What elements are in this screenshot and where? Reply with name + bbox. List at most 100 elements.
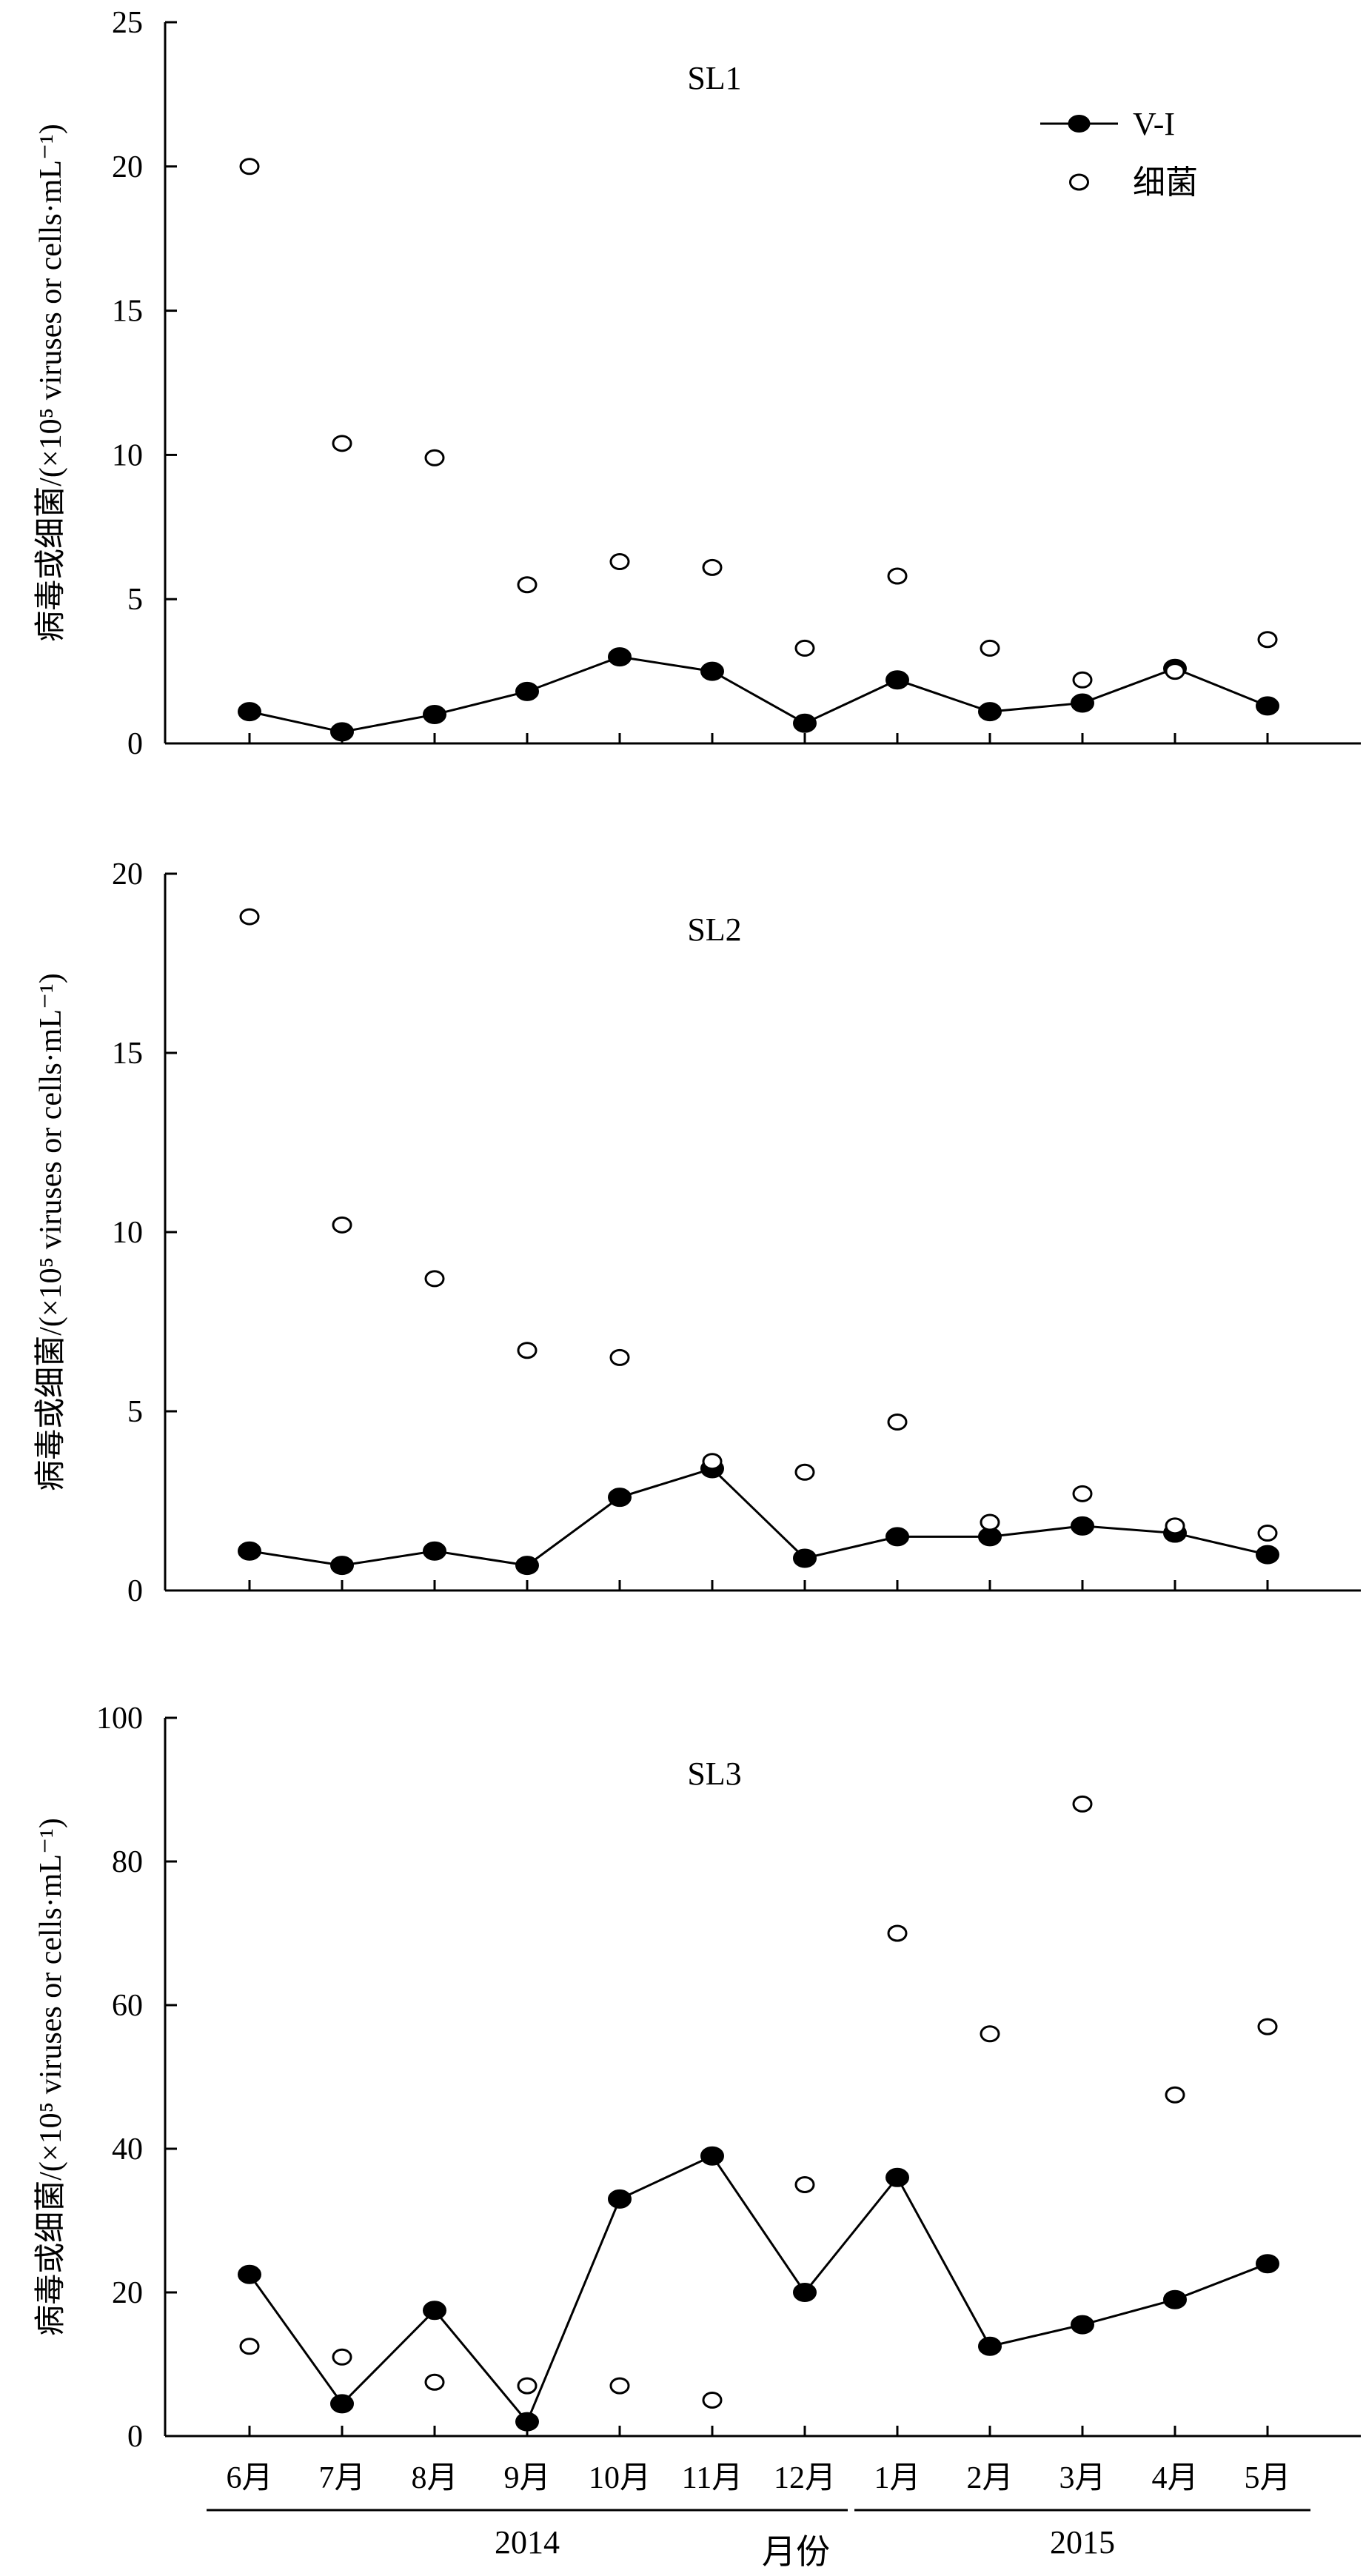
point-bacteria <box>702 2392 723 2409</box>
point-vi <box>700 661 724 681</box>
point-bacteria <box>794 1463 815 1481</box>
point-bacteria <box>332 2348 352 2366</box>
series-line-vi <box>248 2154 1268 2424</box>
point-bacteria <box>1165 1517 1185 1535</box>
y-axis-label: 病毒或细菌/(×10⁵ viruses or cells·mL⁻¹) <box>34 1818 68 2335</box>
point-bacteria <box>702 558 723 576</box>
point-vi <box>608 647 632 667</box>
point-vi <box>885 1527 909 1547</box>
y-axis-label: 病毒或细菌/(×10⁵ viruses or cells·mL⁻¹) <box>34 124 68 641</box>
x-category-label: 2月 <box>966 2461 1013 2495</box>
point-vi <box>978 2336 1002 2356</box>
y-tick-label: 5 <box>127 583 143 617</box>
y-tick-label: 80 <box>112 1845 143 1879</box>
point-vi <box>793 1548 817 1568</box>
x-category-label: 9月 <box>503 2461 550 2495</box>
y-tick-label: 10 <box>112 1216 143 1250</box>
y-tick-label: 20 <box>112 857 143 891</box>
x-category-label: 6月 <box>226 2461 272 2495</box>
point-vi <box>885 670 909 690</box>
point-bacteria <box>1165 663 1185 680</box>
point-bacteria <box>517 2377 538 2395</box>
legend-label-vi: V-I <box>1133 106 1175 142</box>
y-tick-label: 0 <box>127 1574 143 1608</box>
point-bacteria <box>887 567 908 585</box>
point-bacteria <box>424 449 445 466</box>
point-vi <box>330 2394 354 2414</box>
point-vi <box>238 1541 261 1561</box>
point-bacteria <box>332 1216 352 1234</box>
point-vi <box>793 713 817 733</box>
x-category-label: 5月 <box>1244 2461 1290 2495</box>
point-vi <box>885 2167 909 2187</box>
point-bacteria <box>239 2338 260 2355</box>
point-bacteria <box>609 2377 630 2395</box>
point-bacteria <box>239 158 260 175</box>
y-tick-label: 20 <box>112 2276 143 2310</box>
x-category-label: 10月 <box>589 2461 651 2495</box>
x-category-label: 3月 <box>1059 2461 1105 2495</box>
point-bacteria <box>794 639 815 657</box>
point-vi <box>515 2412 539 2432</box>
point-bacteria <box>517 1342 538 1359</box>
point-vi <box>515 1556 539 1576</box>
y-tick-label: 20 <box>112 150 143 184</box>
point-bacteria <box>702 1453 723 1471</box>
point-bacteria <box>980 2025 1000 2043</box>
y-tick-label: 0 <box>127 2420 143 2454</box>
point-bacteria <box>1257 631 1278 649</box>
year-label: 2014 <box>495 2524 560 2560</box>
y-tick-label: 5 <box>127 1395 143 1429</box>
point-vi <box>238 702 261 722</box>
point-vi <box>1071 1516 1094 1536</box>
year-label: 2015 <box>1050 2524 1115 2560</box>
point-bacteria <box>887 1924 908 1942</box>
point-vi <box>1256 696 1279 716</box>
point-bacteria <box>1072 1795 1093 1813</box>
x-axis-title: 月份 <box>762 2533 830 2571</box>
point-vi <box>238 2264 261 2284</box>
point-vi <box>1071 693 1094 713</box>
point-vi <box>330 722 354 742</box>
x-category-label: 8月 <box>411 2461 458 2495</box>
y-tick-label: 15 <box>112 295 143 329</box>
point-bacteria <box>517 576 538 594</box>
y-tick-label: 100 <box>96 1702 143 1736</box>
point-bacteria <box>424 2373 445 2391</box>
panel-title: SL3 <box>687 1756 741 1792</box>
point-bacteria <box>980 639 1000 657</box>
series-line-vi <box>249 655 1268 733</box>
point-bacteria <box>1072 671 1093 689</box>
point-vi <box>1256 2254 1279 2274</box>
x-category-label: 7月 <box>318 2461 365 2495</box>
legend-marker-bacteria <box>1069 173 1089 191</box>
point-bacteria <box>424 1270 445 1288</box>
point-vi <box>423 705 446 725</box>
point-vi <box>423 1541 446 1561</box>
point-bacteria <box>980 1513 1000 1531</box>
y-tick-label: 40 <box>112 2132 143 2167</box>
point-bacteria <box>1257 1525 1278 1542</box>
point-bacteria <box>794 2176 815 2193</box>
point-bacteria <box>1257 2018 1278 2035</box>
point-vi <box>1256 1545 1279 1565</box>
y-axis-label: 病毒或细菌/(×10⁵ viruses or cells·mL⁻¹) <box>34 973 68 1491</box>
point-vi <box>793 2283 817 2302</box>
y-tick-label: 0 <box>127 727 143 761</box>
legend-label-bacteria: 细菌 <box>1133 164 1198 201</box>
point-vi <box>608 2189 632 2209</box>
point-vi <box>608 1488 632 1508</box>
x-category-label: 1月 <box>874 2461 920 2495</box>
point-vi <box>423 2301 446 2321</box>
x-category-label: 4月 <box>1151 2461 1198 2495</box>
point-bacteria <box>609 553 630 571</box>
legend-marker-vi <box>1068 115 1091 133</box>
point-bacteria <box>1072 1485 1093 1502</box>
y-tick-label: 60 <box>112 1989 143 2023</box>
series-line-vi <box>249 1467 1268 1567</box>
point-vi <box>330 1556 354 1576</box>
point-vi <box>1071 2315 1094 2335</box>
point-bacteria <box>332 435 352 452</box>
